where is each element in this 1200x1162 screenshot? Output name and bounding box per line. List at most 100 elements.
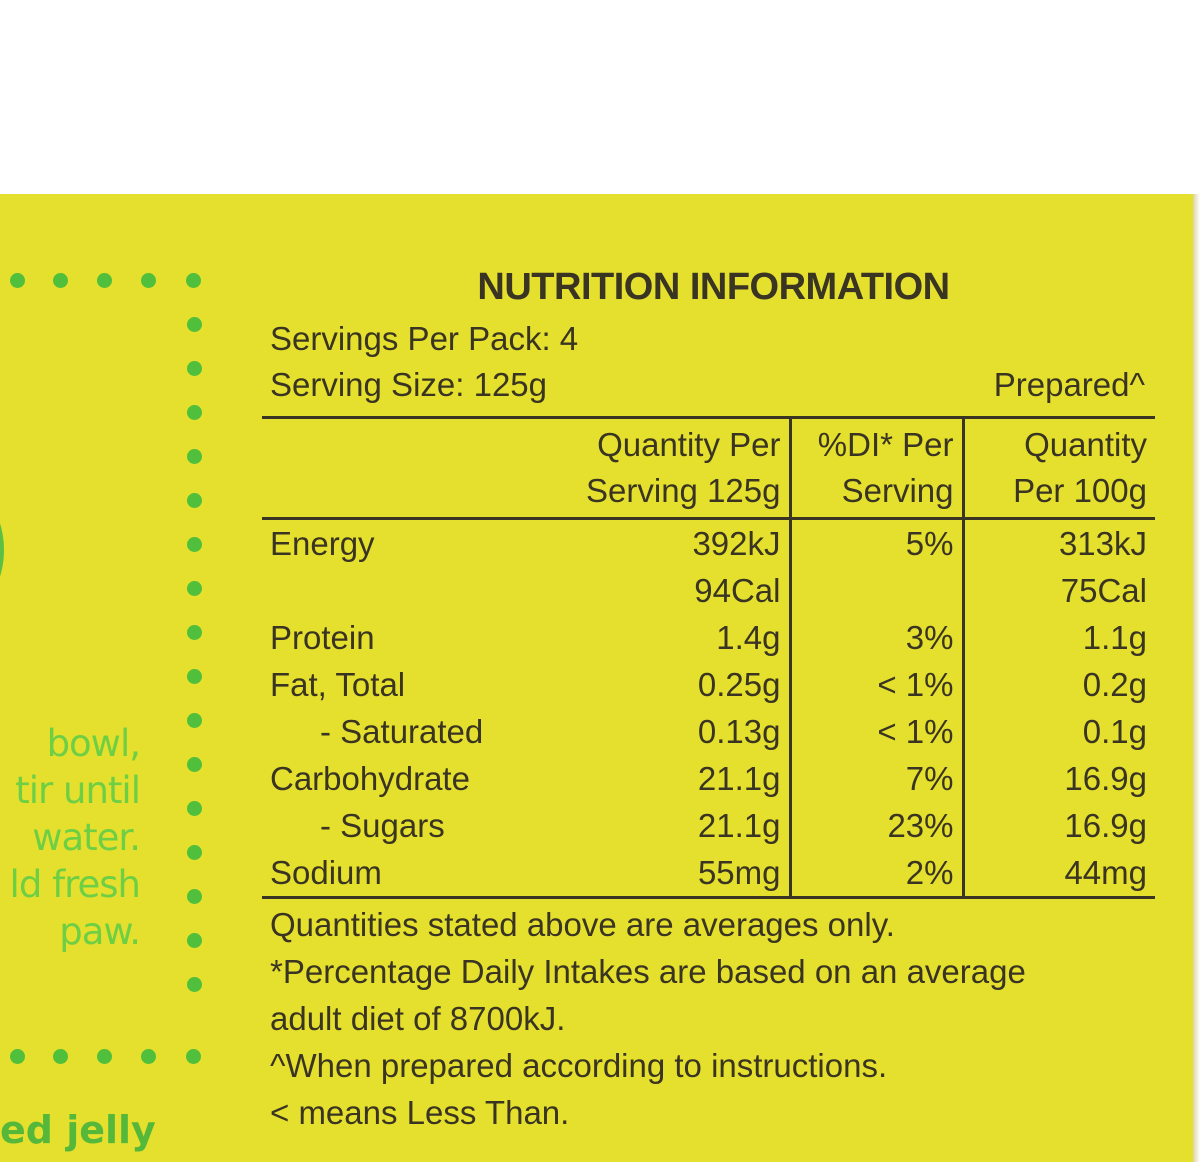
table-row: Fat, Total 0.25g < 1% 0.2g [262,661,1155,708]
nutrient-cell: Sodium 55mg [262,849,790,898]
per-100g-value: 75Cal [961,567,1155,614]
border-dot [53,273,68,288]
border-dot [186,273,201,288]
nutrient-label: Fat, Total [270,666,406,703]
nutrient-cell: - Saturated 0.13g [262,708,790,755]
di-value: 7% [788,755,963,802]
per-serving-value: 1.4g [716,619,781,656]
footnote: *Percentage Daily Intakes are based on a… [270,953,1026,990]
header-line: Serving [841,472,954,509]
table-row: Carbohydrate 21.1g 7% 16.9g [262,755,1155,802]
border-dot [186,1049,201,1064]
per-100g-value: 44mg [961,849,1155,898]
nutrition-table: Quantity Per Serving 125g %DI* Per Servi… [262,416,1155,899]
di-value: < 1% [788,708,963,755]
border-dot [187,537,202,552]
border-dot [10,1049,25,1064]
border-dot [187,669,202,684]
border-dot [187,625,202,640]
table-row: - Sugars 21.1g 23% 16.9g [262,802,1155,849]
footnote: < means Less Than. [270,1094,570,1131]
border-dot [187,581,202,596]
nutrient-label: Protein [270,619,375,656]
di-value: 23% [788,802,963,849]
nutrition-panel: NUTRITION INFORMATION Servings Per Pack:… [262,258,1155,1136]
footnotes: Quantities stated above are averages onl… [262,901,1155,1136]
border-dot [187,361,202,376]
table-row: Sodium 55mg 2% 44mg [262,849,1155,898]
side-text-line: bowl, [46,722,141,765]
side-text-line: paw. [59,910,141,953]
side-text-line: water. [32,816,141,859]
per-100g-value: 16.9g [961,802,1155,849]
nutrient-cell: Fat, Total 0.25g [262,661,790,708]
per-serving-value: 21.1g [697,760,781,797]
nutrient-label: Energy [270,525,375,562]
border-dot [187,405,202,420]
border-dot [97,1049,112,1064]
border-dot [97,273,112,288]
border-dot [187,713,202,728]
package-edge [1193,194,1200,1162]
side-text-line: ld fresh [9,863,141,906]
nutrient-label: - Sugars [320,807,445,844]
cut-off-instructions: bowl, tir until water. ld fresh paw. [0,720,141,955]
header-line: Quantity Per [597,426,781,463]
header-quantity-per-serving: Quantity Per Serving 125g [262,418,790,519]
per-100g-value: 0.2g [961,661,1155,708]
nutrient-cell: 94Cal [262,567,790,614]
table-row: 94Cal 75Cal [262,567,1155,614]
nutrient-cell: Carbohydrate 21.1g [262,755,790,802]
side-text-line: tir until [15,769,141,812]
border-dot [187,449,202,464]
per-serving-value: 94Cal [694,572,781,609]
header-line: %DI* Per [817,426,954,463]
serving-size-line: Serving Size: 125g Prepared^ [262,362,1155,408]
per-serving-value: 0.13g [697,713,781,750]
nutrient-label: - Saturated [320,713,484,750]
table-row: Energy 392kJ 5% 313kJ [262,518,1155,568]
servings-per-pack: Servings Per Pack: 4 [270,320,579,357]
per-100g-value: 313kJ [961,518,1155,567]
footnote: Quantities stated above are averages onl… [270,906,895,943]
per-serving-value: 392kJ [692,525,781,562]
border-dot [141,1049,156,1064]
prepared-label: Prepared^ [993,366,1145,403]
header-line: Per 100g [1013,472,1147,509]
footnote: ^When prepared according to instructions… [270,1047,888,1084]
border-dot [187,889,202,904]
border-dot [187,933,202,948]
nutrition-title: NUTRITION INFORMATION [477,266,950,308]
per-100g-value: 16.9g [961,755,1155,802]
table-row: Protein 1.4g 3% 1.1g [262,614,1155,661]
serving-size: Serving Size: 125g [270,366,548,403]
di-value: 3% [788,614,963,661]
per-100g-value: 0.1g [961,708,1155,755]
header-line: Quantity [1024,426,1147,463]
nutrient-label: Carbohydrate [270,760,470,797]
green-circle-graphic [0,495,4,605]
header-di-per-serving: %DI* Per Serving [788,417,963,519]
di-value [788,567,963,614]
cut-off-product-name: ed jelly [0,1108,156,1152]
nutrient-cell: Energy 392kJ [262,519,790,568]
border-dot [187,493,202,508]
border-dot [141,273,156,288]
border-dot [53,1049,68,1064]
di-value: < 1% [788,661,963,708]
header-quantity-per-100g: Quantity Per 100g [961,417,1155,519]
border-dot [187,757,202,772]
per-serving-value: 55mg [697,854,781,891]
table-row: - Saturated 0.13g < 1% 0.1g [262,708,1155,755]
table-header-row: Quantity Per Serving 125g %DI* Per Servi… [262,417,1155,519]
border-dot [187,801,202,816]
per-serving-value: 21.1g [697,807,781,844]
border-dot [187,317,202,332]
di-value: 2% [788,849,963,898]
border-dot [10,273,25,288]
nutrient-cell: Protein 1.4g [262,614,790,661]
footnote: adult diet of 8700kJ. [270,1000,566,1037]
per-serving-value: 0.25g [697,666,781,703]
nutrient-cell: - Sugars 21.1g [262,802,790,849]
nutrient-label: Sodium [270,854,382,891]
